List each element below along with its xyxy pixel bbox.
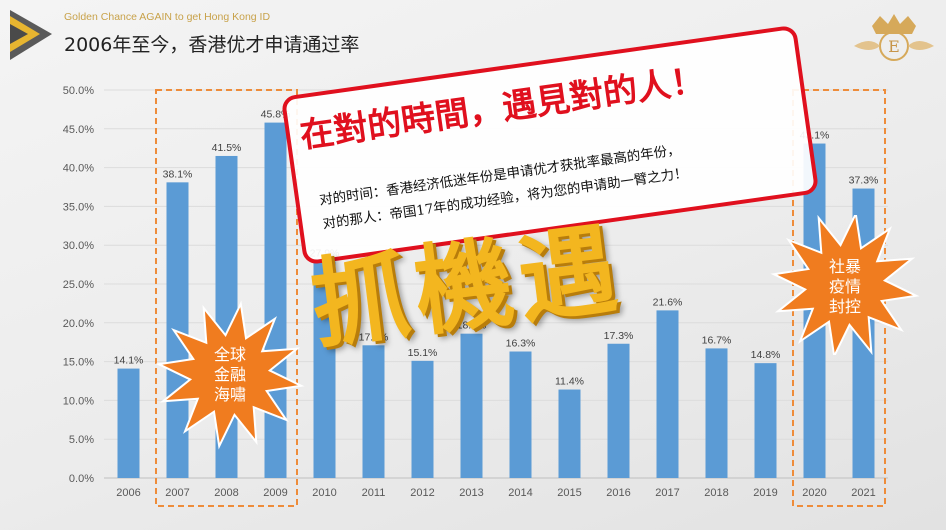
x-tick-label-2014: 2014 <box>508 487 532 499</box>
x-tick-label-2015: 2015 <box>557 487 581 499</box>
x-tick-label-2012: 2012 <box>410 487 434 499</box>
x-tick-label-2007: 2007 <box>165 487 189 499</box>
y-tick-label: 45.0% <box>63 124 94 136</box>
bar-2019 <box>754 363 777 478</box>
x-tick-label-2019: 2019 <box>753 487 777 499</box>
data-label-2019: 14.8% <box>751 349 781 361</box>
left-burst-line-1: 全球 <box>213 345 246 364</box>
x-tick-label-2018: 2018 <box>704 487 728 499</box>
y-tick-label: 0.0% <box>69 473 94 485</box>
data-label-2018: 16.7% <box>702 334 732 346</box>
svg-text:E: E <box>888 37 900 56</box>
bar-2011 <box>362 345 385 478</box>
right-burst-line-1: 社暴 <box>828 257 861 276</box>
bar-2006 <box>117 368 140 478</box>
data-label-2008: 41.5% <box>212 142 242 154</box>
data-label-2015: 11.4% <box>555 376 584 388</box>
bar-2012 <box>411 360 434 478</box>
x-tick-label-2011: 2011 <box>362 487 386 499</box>
left-burst-line-3: 海嘯 <box>213 385 246 404</box>
right-burst-star-icon <box>770 215 920 355</box>
data-label-2017: 21.6% <box>653 296 683 308</box>
x-axis-tick-labels: 2006 2007 2008 2009 2010 2011 2012 2013 2014 2015… <box>116 487 875 499</box>
crown-logo-icon: E <box>854 14 934 61</box>
left-burst-line-2: 金融 <box>213 365 246 384</box>
header-subtitle: Golden Chance AGAIN to get Hong Kong ID <box>64 11 271 23</box>
highlight-box-1 <box>155 89 298 507</box>
data-label-2013: 18.6% <box>457 320 487 332</box>
left-burst-star-icon <box>155 300 305 450</box>
bar-2017 <box>656 310 679 478</box>
y-tick-label: 15.0% <box>63 357 94 369</box>
y-tick-label: 10.0% <box>63 395 94 407</box>
page-title: 2006年至今，香港优才申请通过率 <box>64 34 360 56</box>
x-tick-label-2017: 2017 <box>655 487 679 499</box>
y-tick-label: 20.0% <box>63 318 94 330</box>
x-tick-label-2013: 2013 <box>459 487 483 499</box>
bar-2016 <box>607 343 630 478</box>
x-tick-label-2020: 2020 <box>802 487 826 499</box>
data-label-2012: 15.1% <box>408 347 438 359</box>
data-label-2007: 38.1% <box>163 168 193 180</box>
x-tick-label-2009: 2009 <box>263 487 287 499</box>
y-tick-label: 35.0% <box>63 201 94 213</box>
bar-2013 <box>460 333 483 478</box>
x-tick-label-2021: 2021 <box>851 487 875 499</box>
right-burst-line-2: 疫情 <box>828 277 861 296</box>
right-burst-line-3: 封控 <box>828 297 861 316</box>
bar-2010 <box>313 261 336 478</box>
bar-2014 <box>509 351 532 478</box>
bar-2007 <box>166 182 189 478</box>
data-label-2011: 17.1% <box>359 331 389 343</box>
x-tick-label-2010: 2010 <box>312 487 336 499</box>
left-burst-label: 全球 金融 海嘯 <box>200 345 260 405</box>
data-label-2014: 16.3% <box>506 338 536 350</box>
y-tick-label: 5.0% <box>69 434 94 446</box>
data-label-2006: 14.1% <box>114 355 144 367</box>
y-tick-label: 40.0% <box>63 163 94 175</box>
y-tick-label: 25.0% <box>63 279 94 291</box>
data-label-2021: 37.3% <box>849 175 879 187</box>
right-burst-label: 社暴 疫情 封控 <box>815 257 875 317</box>
triangle-logo-icon <box>10 10 52 60</box>
y-tick-label: 50.0% <box>63 85 94 97</box>
y-tick-label: 30.0% <box>63 240 94 252</box>
bar-2015 <box>558 389 581 478</box>
x-tick-label-2016: 2016 <box>606 487 630 499</box>
data-label-2016: 17.3% <box>604 330 634 342</box>
y-axis-tick-labels: 0.0% 5.0% 10.0% 15.0% 20.0% 25.0% 30.0% 35.0% 40… <box>63 85 94 485</box>
x-tick-label-2008: 2008 <box>214 487 238 499</box>
bar-2018 <box>705 348 728 478</box>
x-tick-label-2006: 2006 <box>116 487 140 499</box>
